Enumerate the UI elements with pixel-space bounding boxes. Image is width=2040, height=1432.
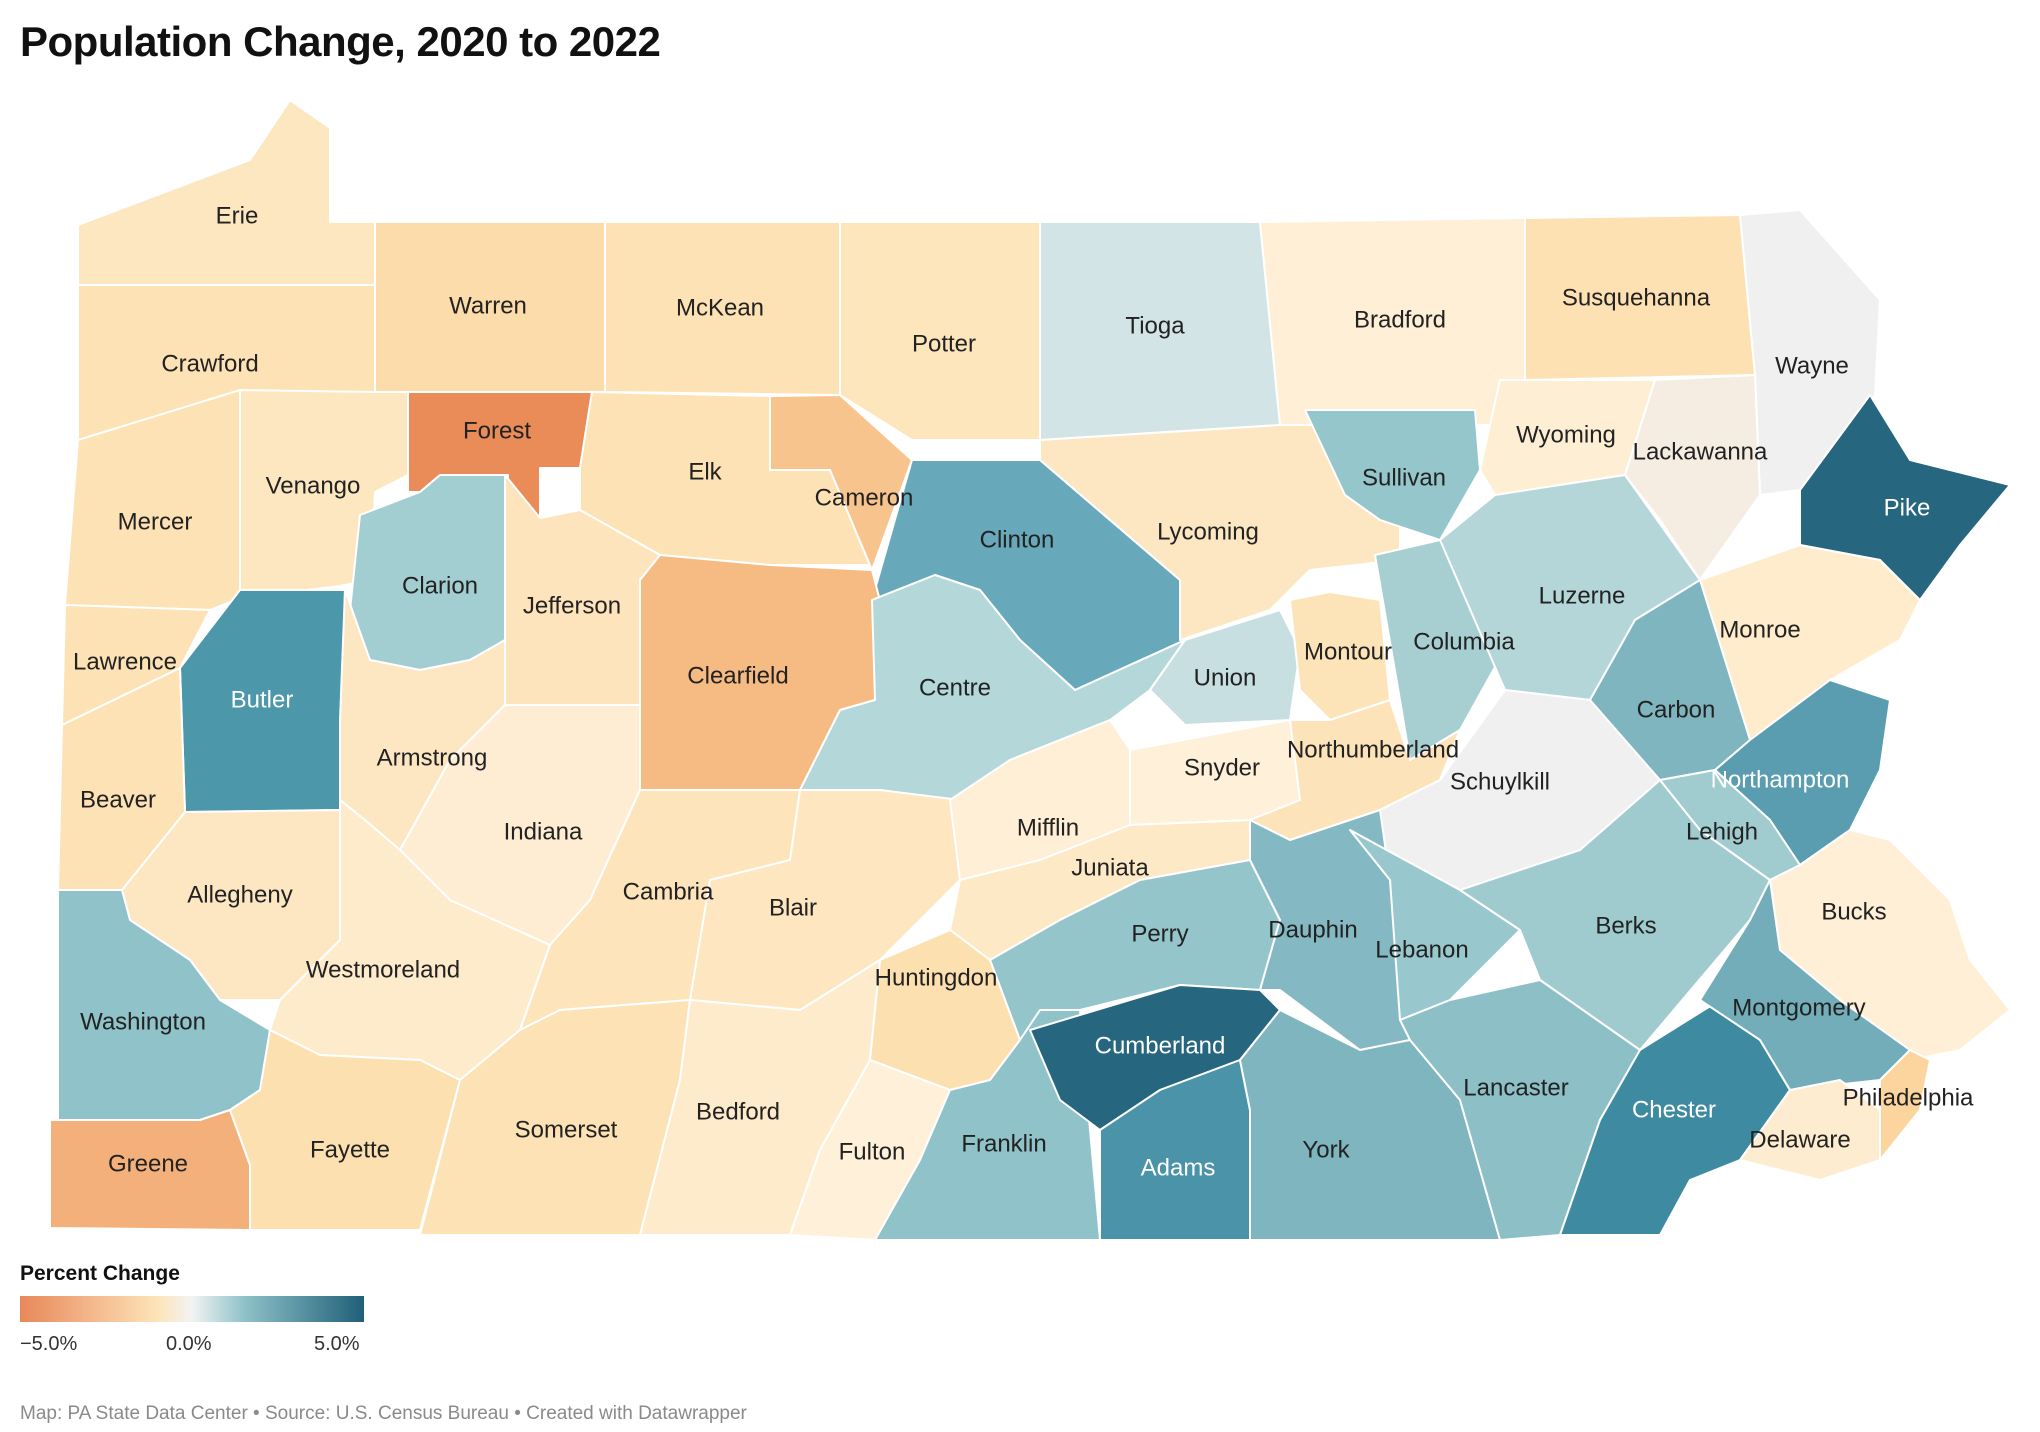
county-region-franklin[interactable] bbox=[874, 1009, 1101, 1241]
legend-tick-mid: 0.0% bbox=[166, 1333, 212, 1355]
county-label-philadelphia: Philadelphia bbox=[1843, 1085, 1974, 1112]
county-label-clinton: Clinton bbox=[980, 527, 1055, 554]
legend-tick-max: 5.0% bbox=[314, 1333, 360, 1355]
county-label-butler: Butler bbox=[231, 687, 294, 714]
legend-tick-min: −5.0% bbox=[20, 1333, 78, 1355]
legend: Percent Change −5.0% 0.0% 5.0% bbox=[20, 1262, 380, 1355]
map-title: Population Change, 2020 to 2022 bbox=[20, 18, 661, 65]
county-label-crawford: Crawford bbox=[161, 351, 258, 378]
county-label-cumberland: Cumberland bbox=[1095, 1033, 1226, 1060]
county-label-bradford: Bradford bbox=[1354, 307, 1446, 334]
county-label-union: Union bbox=[1194, 665, 1257, 692]
county-label-carbon: Carbon bbox=[1637, 697, 1716, 724]
county-region-philadelphia[interactable] bbox=[1879, 1049, 1931, 1161]
county-label-beaver: Beaver bbox=[80, 787, 156, 814]
county-label-susquehanna: Susquehanna bbox=[1562, 285, 1711, 312]
county-label-berks: Berks bbox=[1595, 913, 1656, 940]
county-label-cameron: Cameron bbox=[815, 485, 914, 512]
county-label-tioga: Tioga bbox=[1125, 313, 1185, 340]
county-label-elk: Elk bbox=[688, 459, 722, 486]
county-label-lehigh: Lehigh bbox=[1686, 819, 1758, 846]
county-label-monroe: Monroe bbox=[1719, 617, 1800, 644]
county-label-greene: Greene bbox=[108, 1151, 188, 1178]
county-label-lancaster: Lancaster bbox=[1463, 1075, 1568, 1102]
legend-title: Percent Change bbox=[20, 1262, 180, 1285]
county-label-somerset: Somerset bbox=[515, 1117, 618, 1144]
county-label-franklin: Franklin bbox=[961, 1131, 1046, 1158]
county-label-montgomery: Montgomery bbox=[1732, 995, 1865, 1022]
county-label-wyoming: Wyoming bbox=[1516, 422, 1616, 449]
county-label-delaware: Delaware bbox=[1749, 1127, 1850, 1154]
county-label-clarion: Clarion bbox=[402, 573, 478, 600]
county-label-wayne: Wayne bbox=[1775, 353, 1849, 380]
county-label-blair: Blair bbox=[769, 895, 817, 922]
county-label-york: York bbox=[1302, 1137, 1350, 1164]
county-label-lackawanna: Lackawanna bbox=[1633, 439, 1768, 466]
county-label-chester: Chester bbox=[1632, 1097, 1716, 1124]
county-label-fayette: Fayette bbox=[310, 1137, 390, 1164]
county-label-warren: Warren bbox=[449, 293, 527, 320]
county-label-lawrence: Lawrence bbox=[73, 649, 177, 676]
legend-ticks: −5.0% 0.0% 5.0% bbox=[20, 1327, 380, 1355]
county-label-jefferson: Jefferson bbox=[523, 593, 621, 620]
county-label-lycoming: Lycoming bbox=[1157, 519, 1259, 546]
county-label-erie: Erie bbox=[216, 203, 259, 230]
county-label-indiana: Indiana bbox=[504, 819, 583, 846]
county-label-mercer: Mercer bbox=[118, 509, 193, 536]
county-label-venango: Venango bbox=[266, 473, 361, 500]
county-label-schuylkill: Schuylkill bbox=[1450, 769, 1550, 796]
county-region-erie[interactable] bbox=[77, 99, 376, 286]
county-label-northumberland: Northumberland bbox=[1287, 737, 1459, 764]
county-label-allegheny: Allegheny bbox=[187, 882, 292, 909]
county-label-montour: Montour bbox=[1304, 639, 1392, 666]
county-label-bucks: Bucks bbox=[1821, 899, 1886, 926]
county-label-westmoreland: Westmoreland bbox=[306, 957, 460, 984]
county-label-bedford: Bedford bbox=[696, 1099, 780, 1126]
county-label-potter: Potter bbox=[912, 331, 976, 358]
county-region-montgomery[interactable] bbox=[1699, 879, 1911, 1091]
county-label-armstrong: Armstrong bbox=[377, 745, 488, 772]
county-label-clearfield: Clearfield bbox=[687, 663, 788, 690]
county-label-northampton: Northampton bbox=[1711, 767, 1850, 794]
county-label-juniata: Juniata bbox=[1071, 855, 1149, 882]
county-label-snyder: Snyder bbox=[1184, 755, 1260, 782]
footer-credits: Map: PA State Data Center • Source: U.S.… bbox=[20, 1403, 747, 1424]
county-label-luzerne: Luzerne bbox=[1539, 583, 1626, 610]
county-label-fulton: Fulton bbox=[839, 1139, 906, 1166]
legend-color-ramp bbox=[20, 1296, 364, 1322]
county-label-sullivan: Sullivan bbox=[1362, 465, 1446, 492]
county-label-mckean: McKean bbox=[676, 295, 764, 322]
county-region-fayette[interactable] bbox=[229, 1029, 461, 1231]
county-label-adams: Adams bbox=[1141, 1155, 1216, 1182]
county-label-columbia: Columbia bbox=[1413, 629, 1515, 656]
county-label-centre: Centre bbox=[919, 675, 991, 702]
county-label-perry: Perry bbox=[1131, 921, 1188, 948]
county-region-mercer[interactable] bbox=[64, 389, 241, 611]
county-label-forest: Forest bbox=[463, 418, 531, 445]
county-label-dauphin: Dauphin bbox=[1268, 917, 1357, 944]
county-region-potter[interactable] bbox=[839, 221, 1041, 441]
county-label-washington: Washington bbox=[80, 1009, 206, 1036]
county-label-mifflin: Mifflin bbox=[1017, 815, 1079, 842]
county-label-lebanon: Lebanon bbox=[1375, 937, 1468, 964]
county-label-huntingdon: Huntingdon bbox=[875, 965, 998, 992]
county-label-pike: Pike bbox=[1884, 495, 1931, 522]
county-label-cambria: Cambria bbox=[623, 879, 714, 906]
